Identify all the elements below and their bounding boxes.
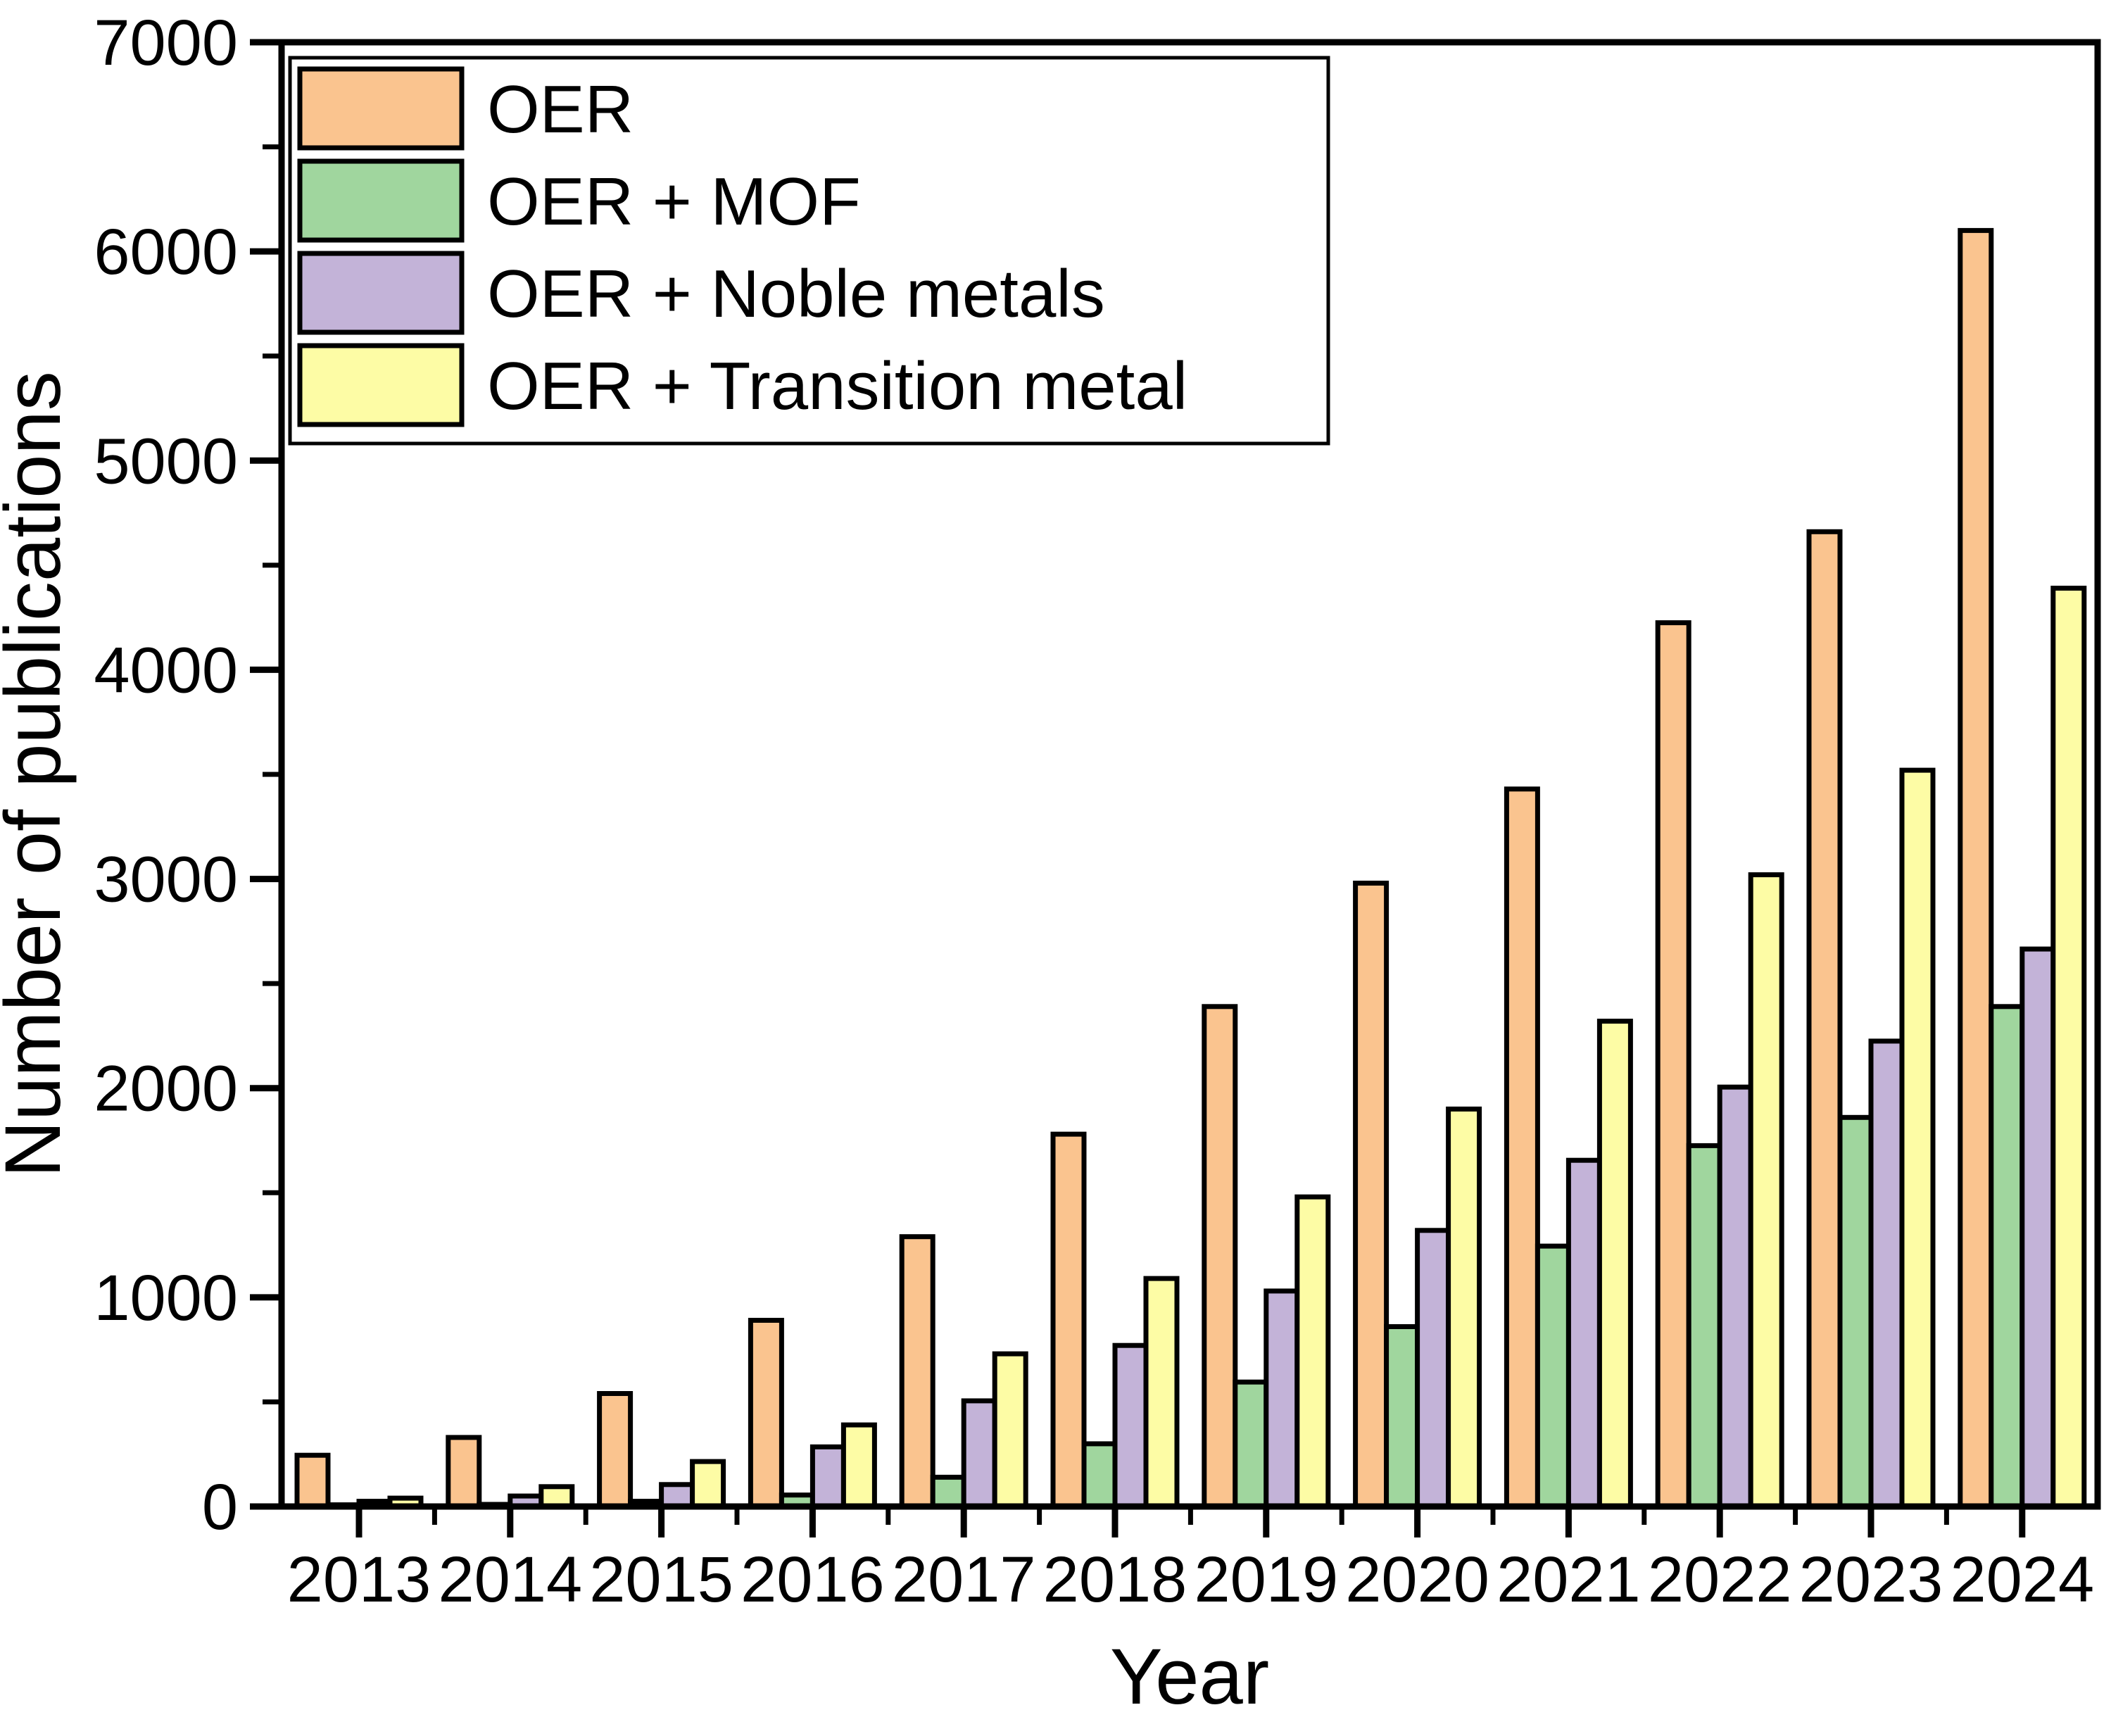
y-tick-label-5000: 5000 xyxy=(94,425,238,497)
bar-oer-transition-metal-2021 xyxy=(1596,1019,1633,1509)
bar-oer-mof-2023 xyxy=(1837,1114,1874,1509)
bar-oer-noble-metals-2020 xyxy=(1415,1228,1451,1509)
bar-oer-2015 xyxy=(597,1391,634,1509)
bar-oer-transition-metal-2023 xyxy=(1899,767,1936,1509)
y-tick-label-4000: 4000 xyxy=(94,634,238,706)
bar-oer-noble-metals-2019 xyxy=(1264,1288,1300,1509)
bar-oer-transition-metal-2019 xyxy=(1294,1194,1331,1509)
y-tick-label-0: 0 xyxy=(202,1471,238,1543)
bar-oer-2019 xyxy=(1202,1004,1238,1509)
y-tick-label-2000: 2000 xyxy=(94,1053,238,1125)
x-tick-label-2020: 2020 xyxy=(1345,1544,1489,1616)
x-tick-label-2014: 2014 xyxy=(438,1544,582,1616)
bar-oer-noble-metals-2015 xyxy=(659,1482,695,1509)
bar-oer-noble-metals-2021 xyxy=(1565,1157,1602,1509)
bar-oer-mof-2022 xyxy=(1686,1143,1722,1509)
x-tick-label-2021: 2021 xyxy=(1496,1544,1641,1616)
x-tick-label-2016: 2016 xyxy=(741,1544,885,1616)
legend-swatch-oer-transition-metal xyxy=(297,343,465,427)
x-tick-label-2023: 2023 xyxy=(1799,1544,1943,1616)
legend: OER OER + MOF OER + Noble metals OER + Tran… xyxy=(288,56,1330,446)
legend-swatch-oer-noble-metals xyxy=(297,251,465,335)
x-tick-label-2022: 2022 xyxy=(1648,1544,1792,1616)
bar-oer-mof-2018 xyxy=(1081,1441,1118,1509)
bar-oer-transition-metal-2017 xyxy=(992,1351,1028,1509)
bar-oer-transition-metal-2022 xyxy=(1748,872,1784,1509)
bar-oer-2024 xyxy=(1958,227,1994,1509)
y-tick-label-1000: 1000 xyxy=(94,1262,238,1334)
bar-oer-noble-metals-2018 xyxy=(1112,1342,1149,1509)
bar-oer-transition-metal-2024 xyxy=(2050,586,2087,1509)
y-tick-label-7000: 7000 xyxy=(94,7,238,79)
legend-label-oer-transition-metal: OER + Transition metal xyxy=(487,348,1187,424)
bar-oer-mof-2021 xyxy=(1535,1243,1571,1509)
bar-oer-mof-2019 xyxy=(1233,1379,1269,1509)
x-tick-label-2019: 2019 xyxy=(1194,1544,1338,1616)
bar-oer-mof-2024 xyxy=(1989,1004,2025,1509)
bar-oer-transition-metal-2016 xyxy=(840,1422,877,1509)
y-tick-label-6000: 6000 xyxy=(94,216,238,288)
bar-oer-noble-metals-2017 xyxy=(961,1398,997,1509)
bar-oer-2014 xyxy=(446,1435,482,1509)
bar-oer-2013 xyxy=(294,1452,331,1509)
bar-oer-transition-metal-2018 xyxy=(1143,1276,1180,1509)
bar-oer-2016 xyxy=(748,1318,784,1509)
x-axis-title: Year xyxy=(1110,1633,1269,1721)
bar-oer-mof-2020 xyxy=(1384,1324,1420,1509)
bar-oer-transition-metal-2014 xyxy=(538,1484,575,1509)
x-tick-label-2015: 2015 xyxy=(589,1544,733,1616)
bar-oer-noble-metals-2024 xyxy=(2019,946,2056,1509)
legend-swatch-oer-mof xyxy=(297,158,465,243)
bar-oer-transition-metal-2020 xyxy=(1446,1106,1482,1509)
bar-oer-2017 xyxy=(899,1234,935,1509)
bar-oer-2018 xyxy=(1050,1131,1087,1509)
y-axis-title: Number of publications xyxy=(0,371,77,1177)
y-tick-label-3000: 3000 xyxy=(94,844,238,916)
x-tick-label-2024: 2024 xyxy=(1950,1544,2094,1616)
bar-oer-transition-metal-2015 xyxy=(690,1459,726,1509)
x-tick-label-2013: 2013 xyxy=(287,1544,431,1616)
bar-oer-noble-metals-2016 xyxy=(809,1444,846,1509)
legend-swatch-oer xyxy=(297,66,465,151)
legend-label-oer: OER xyxy=(487,72,634,147)
bar-oer-2021 xyxy=(1504,786,1540,1509)
bar-oer-mof-2017 xyxy=(930,1474,966,1509)
bar-oer-noble-metals-2023 xyxy=(1868,1038,1905,1509)
bar-oer-noble-metals-2022 xyxy=(1717,1084,1753,1509)
x-tick-label-2018: 2018 xyxy=(1043,1544,1187,1616)
bar-oer-2023 xyxy=(1806,529,1843,1509)
bar-oer-2020 xyxy=(1353,881,1390,1509)
bar-oer-2022 xyxy=(1655,620,1691,1509)
legend-label-oer-noble-metals: OER + Noble metals xyxy=(487,256,1105,332)
x-tick-label-2017: 2017 xyxy=(892,1544,1036,1616)
legend-label-oer-mof: OER + MOF xyxy=(487,164,861,239)
